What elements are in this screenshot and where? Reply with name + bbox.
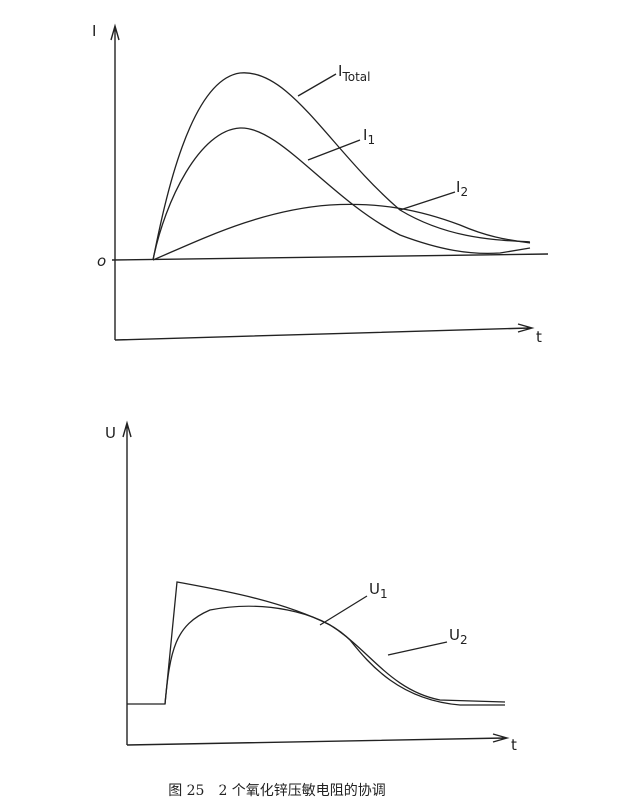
y-axis (110, 23, 120, 340)
axis-label: U (105, 424, 116, 442)
caption: 图 25 2 个氧化锌压敏电阻的协调 (168, 783, 386, 799)
leader-line (319, 595, 448, 656)
label-part: 2 (460, 633, 468, 647)
label-part: Total (341, 70, 370, 84)
label-part: 1 (367, 133, 375, 147)
label-part: U (449, 626, 460, 644)
origin-label: o (97, 252, 106, 270)
label-part: I (363, 126, 367, 144)
axis-label: t (536, 328, 542, 346)
bottom-diagram: U t U1 U2 (105, 420, 517, 754)
label-part: 2 (460, 185, 468, 199)
label-part: I (338, 62, 342, 80)
y-axis (122, 420, 132, 745)
curve-label: U2 (449, 626, 468, 647)
label-part: U (369, 580, 380, 598)
axis-label: t (511, 736, 517, 754)
curve-label: U1 (369, 580, 388, 601)
top-diagram: I o t ITotal I1 I2 (92, 22, 549, 346)
axis-label: I (92, 22, 96, 40)
curve-label: I1 (363, 126, 375, 147)
curve (164, 605, 505, 706)
curve-label: I2 (456, 178, 468, 199)
curve (152, 203, 531, 261)
curve (152, 127, 531, 261)
x-axis (126, 733, 510, 746)
baseline (111, 253, 549, 261)
label-part: I (456, 178, 460, 196)
label-part: 1 (380, 587, 388, 601)
curve-label: ITotal (338, 62, 370, 84)
x-axis (114, 323, 535, 341)
curve (152, 72, 531, 261)
leader-line (297, 73, 456, 211)
